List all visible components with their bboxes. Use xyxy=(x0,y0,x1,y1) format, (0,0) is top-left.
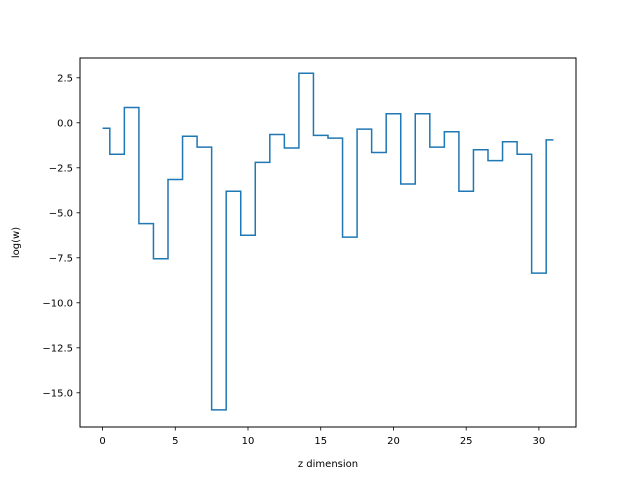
x-tick-label: 5 xyxy=(172,436,178,447)
y-axis: 2.5 0.0 −2.5 −5.0 −7.5 −10.0 −12.5 −15.0 xyxy=(42,73,80,399)
y-axis-label: log(w) xyxy=(11,227,22,258)
y-tick-label: −10.0 xyxy=(42,298,73,309)
y-tick-label: −2.5 xyxy=(49,163,73,174)
axes-frame xyxy=(79,57,577,428)
x-tick-label: 0 xyxy=(99,436,105,447)
y-tick-label: −5.0 xyxy=(49,208,73,219)
x-tick-label: 20 xyxy=(387,436,400,447)
x-axis-label: z dimension xyxy=(298,459,358,470)
series-line xyxy=(102,72,554,411)
x-tick-label: 10 xyxy=(242,436,255,447)
y-tick-label: −15.0 xyxy=(42,388,73,399)
x-tick-label: 30 xyxy=(533,436,546,447)
plot-area xyxy=(102,72,554,411)
x-axis: 0 5 10 15 20 25 30 xyxy=(99,427,545,447)
y-tick-label: 0.0 xyxy=(57,118,73,129)
y-tick-label: −12.5 xyxy=(42,343,73,354)
y-tick-label: −7.5 xyxy=(49,253,73,264)
y-tick-label: 2.5 xyxy=(57,73,73,84)
x-tick-label: 25 xyxy=(460,436,473,447)
x-tick-label: 15 xyxy=(314,436,327,447)
